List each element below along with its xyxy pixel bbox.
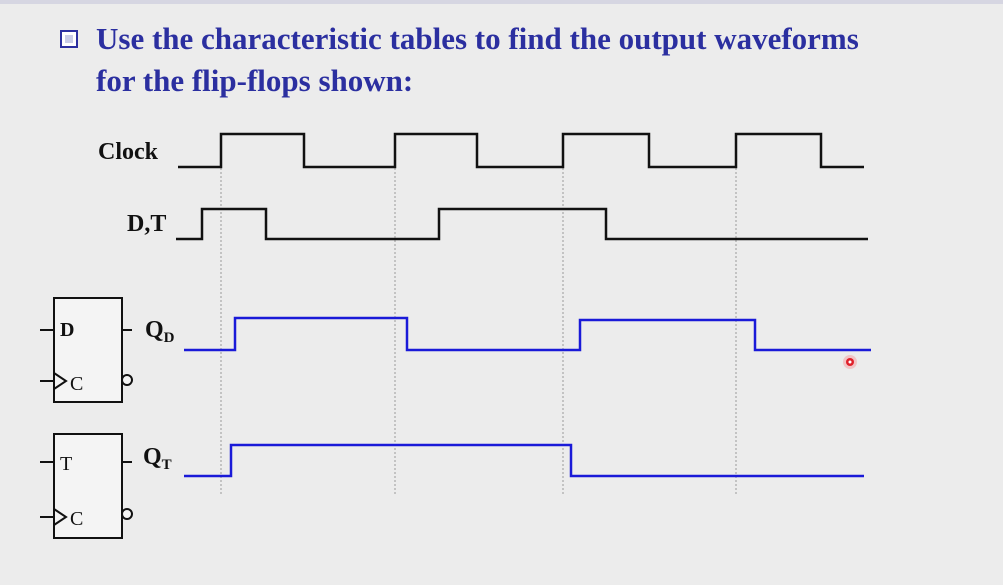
t-clock-triangle-icon [53,508,68,526]
qt-label-main: Q [143,444,162,470]
clock-waveform [178,132,864,169]
d-clock-label: C [70,373,83,395]
heading-line-2: for the flip-flops shown: [96,63,414,98]
qd-label: QD [145,317,175,346]
d-flipflop: D C [40,297,133,403]
edge-guides [220,168,737,495]
heading-line-1: Use the characteristic tables to find th… [96,21,859,56]
qt-label: QT [143,444,172,473]
heading-text: Use the characteristic tables to find th… [96,18,976,102]
d-input-label: D [60,319,74,341]
square-bullet-icon [60,30,78,48]
d-flipflop-body [53,297,123,403]
qt-waveform [184,443,864,478]
laser-pointer-icon [843,355,857,369]
t-clock-label: C [70,508,83,530]
clock-label: Clock [98,139,159,165]
t-flipflop: T C [40,433,133,539]
dt-label: D,T [127,211,166,237]
dt-waveform [176,207,868,241]
qt-label-sub: T [162,457,172,473]
qd-waveform [184,316,871,352]
qd-label-main: Q [145,317,164,343]
qd-label-sub: D [164,330,175,346]
top-rule [0,0,1003,4]
t-input-label: T [60,453,72,475]
d-qbar-bubble-icon [121,374,133,386]
d-clock-triangle-icon [53,372,68,390]
t-flipflop-body [53,433,123,539]
t-qbar-bubble-icon [121,508,133,520]
